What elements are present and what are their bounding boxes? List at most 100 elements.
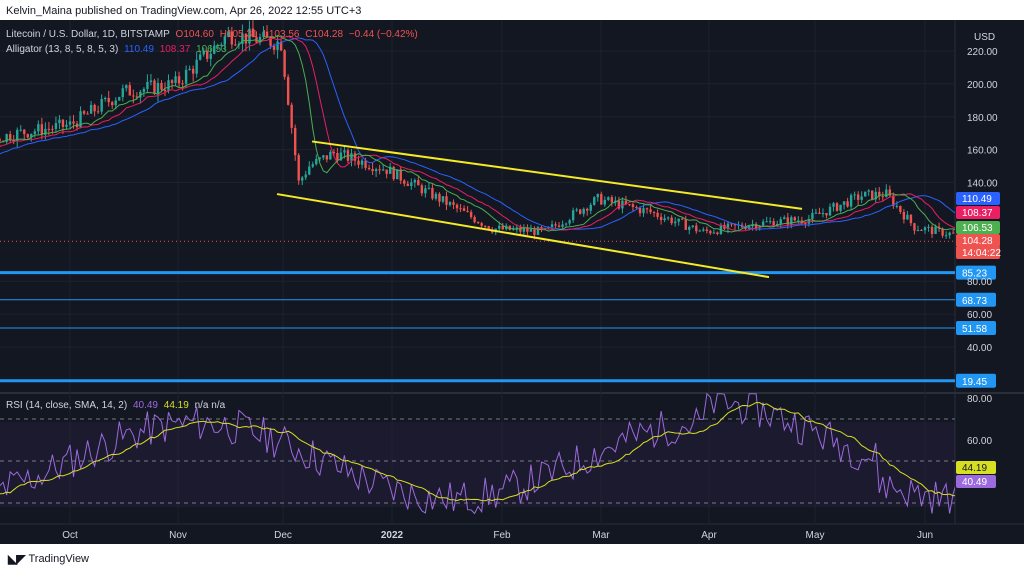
candle-body [607, 197, 610, 200]
candle-body [37, 124, 40, 132]
candle-body [135, 96, 139, 98]
time-axis-ticks: Oct Nov Dec 2022 Feb Mar Apr May Jun [62, 530, 933, 541]
candle-body [635, 206, 638, 208]
candle-body [40, 124, 44, 135]
rsi-tag-bg [956, 475, 996, 488]
time-tick-label: Apr [701, 530, 717, 541]
candle-body [269, 37, 272, 46]
candle-body [30, 133, 33, 138]
time-tick-label: Feb [493, 530, 511, 541]
currency-label: USD [974, 32, 995, 43]
candle-body [132, 95, 135, 97]
candle-body [44, 128, 47, 135]
time-tick-label: Mar [592, 530, 610, 541]
candle-body [276, 41, 279, 50]
candle-body [336, 152, 339, 161]
candle-body [455, 204, 459, 209]
rsi-tag-bg [956, 461, 996, 474]
level-tag-bg [956, 373, 996, 388]
candle-body [79, 111, 82, 128]
candle-body [33, 131, 37, 134]
candle-body [642, 208, 645, 214]
price-tag-label: 108.37 [962, 208, 993, 219]
candle-body [501, 225, 504, 230]
alligator-teeth-line [0, 35, 955, 232]
candle-body [593, 197, 596, 205]
candle-body [920, 230, 923, 232]
price-chart-svg[interactable]: 85.23 68.73 51.58 19.45 220.00 200.00 180.00 1… [0, 20, 1024, 544]
candle-body [768, 221, 772, 223]
candle-body [765, 221, 768, 223]
candle-body [89, 104, 93, 114]
candle-body [367, 167, 371, 170]
candle-body [315, 158, 318, 165]
price-tag-label: 110.49 [962, 194, 992, 205]
candle-body [927, 226, 930, 228]
candle-body [600, 193, 603, 205]
candle-body [832, 203, 835, 207]
candle-body [480, 223, 483, 226]
footer: ◣◤ TradingView [0, 544, 1024, 571]
price-tick-label: 140.00 [967, 179, 998, 190]
candle-body [265, 31, 269, 38]
candle-body [790, 217, 793, 225]
candle-body [892, 195, 895, 207]
candle-body [526, 228, 529, 232]
candle-body [476, 222, 480, 224]
candle-body [8, 134, 12, 141]
tradingview-logo[interactable]: ◣◤ TradingView [8, 552, 89, 566]
candle-body [705, 229, 709, 231]
candle-body [804, 222, 807, 224]
channel-lower-line [276, 193, 770, 279]
candle-body [807, 218, 811, 224]
candle-body [65, 124, 68, 127]
candle-body [899, 205, 902, 212]
candle-body [681, 218, 684, 220]
rsi-line [0, 392, 955, 515]
chart-area[interactable]: 85.23 68.73 51.58 19.45 220.00 200.00 180.00 1… [0, 20, 1024, 544]
candle-body [895, 205, 899, 207]
candle-body [825, 212, 828, 216]
candle-body [297, 155, 300, 181]
candle-body [702, 229, 705, 231]
candle-body [754, 224, 758, 229]
candle-body [695, 225, 698, 232]
candle-body [656, 212, 659, 217]
candle-body [716, 232, 719, 235]
candle-body [107, 97, 110, 103]
candle-body [322, 155, 325, 158]
candle-body [466, 210, 469, 212]
candle-body [47, 128, 51, 130]
candle-body [561, 224, 564, 227]
candle-body [856, 194, 860, 200]
candle-body [923, 227, 927, 231]
candle-body [649, 209, 652, 213]
time-tick-label: Oct [62, 530, 78, 541]
candle-body [487, 226, 490, 230]
candle-body [800, 220, 804, 223]
candle-body [343, 150, 346, 153]
candle-body [564, 223, 568, 225]
candle-body [512, 228, 515, 230]
price-tick-label: 160.00 [967, 146, 998, 157]
candle-body [248, 28, 251, 44]
candle-body [670, 217, 673, 224]
candle-body [209, 53, 212, 59]
candle-body [61, 119, 65, 127]
candle-body [909, 214, 913, 224]
candle-body [508, 225, 512, 230]
candle-body [575, 209, 578, 211]
candle-body [874, 191, 877, 200]
candle-body [828, 206, 832, 216]
candle-body [888, 189, 892, 196]
price-channel[interactable] [276, 140, 803, 279]
price-axis-ticks: 220.00 200.00 180.00 160.00 140.00 80.00 60.00… [967, 47, 998, 354]
price-tick-label: 220.00 [967, 47, 998, 58]
candle-body [522, 228, 526, 232]
candle-body [445, 196, 448, 205]
rsi-value: 40.49 [132, 400, 158, 411]
candle-body [146, 81, 149, 89]
open-value: O104.60 [175, 29, 214, 40]
candle-body [195, 59, 198, 74]
